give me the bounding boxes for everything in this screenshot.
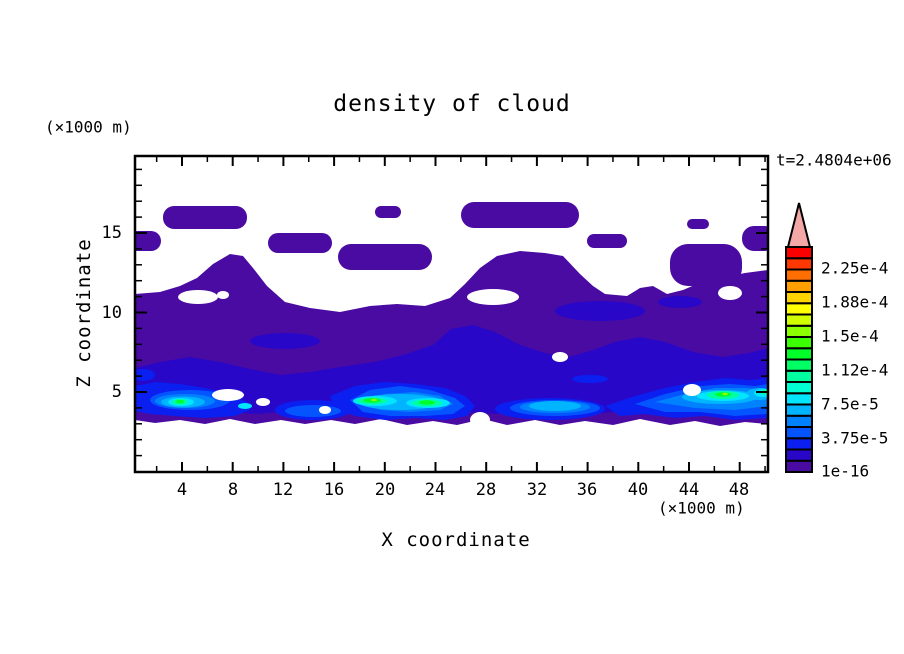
colorbar — [785, 202, 813, 473]
x-tick-label: 4 — [176, 480, 188, 500]
colorbar-box — [785, 336, 813, 350]
colorbar-box — [785, 437, 813, 451]
colorbar-box — [785, 414, 813, 428]
x-tick-label: 12 — [272, 480, 294, 500]
colorbar-box — [785, 257, 813, 271]
y-axis-title: Z coordinate — [73, 238, 95, 388]
contour-level-12 — [371, 392, 728, 402]
colorbar-box — [785, 358, 813, 372]
colorbar-box — [785, 347, 813, 361]
time-annotation: t=2.4804e+06 — [776, 150, 892, 170]
x-tick-label: 48 — [728, 480, 750, 500]
colorbar-label: 1.12e-4 — [821, 360, 889, 380]
x-tick-label: 20 — [374, 480, 396, 500]
colorbar-box — [785, 313, 813, 327]
colorbar-box — [785, 459, 813, 473]
x-tick-label: 16 — [323, 480, 345, 500]
colorbar-label: 3.75e-5 — [821, 428, 889, 448]
x-tick-label: 24 — [424, 480, 446, 500]
colorbar-box — [785, 246, 813, 260]
colorbar-box — [785, 369, 813, 383]
colorbar-label: 7.5e-5 — [821, 394, 879, 414]
y-tick-label: 5 — [111, 382, 122, 402]
contour-level-2 — [135, 296, 768, 416]
plot-frame — [133, 154, 770, 474]
contour-field — [135, 202, 768, 428]
x-tick-label: 28 — [475, 480, 497, 500]
x-tick-label: 36 — [576, 480, 598, 500]
clear-air-holes-lower — [212, 352, 701, 428]
x-axis-units-label: (×1000 m) — [658, 498, 745, 518]
colorbar-box — [785, 392, 813, 406]
colorbar-label: 1.5e-4 — [821, 326, 879, 346]
colorbar-box — [785, 381, 813, 395]
x-tick-label: 44 — [678, 480, 700, 500]
y-axis-units-label: (×1000 m) — [45, 117, 132, 137]
x-tick-label: 40 — [627, 480, 649, 500]
colorbar-box — [785, 448, 813, 462]
y-tick-label: 10 — [101, 303, 122, 323]
page-title: density of cloud — [333, 91, 571, 117]
x-tick-label: 8 — [227, 480, 239, 500]
colorbar-label: 1e-16 — [821, 461, 870, 481]
colorbar-box — [785, 279, 813, 293]
colorbar-box — [785, 291, 813, 305]
colorbar-overflow-arrow — [786, 202, 812, 248]
colorbar-box — [785, 268, 813, 282]
colorbar-box — [785, 302, 813, 316]
colorbar-box — [785, 403, 813, 417]
y-tick-label: 15 — [101, 223, 122, 243]
colorbar-label: 1.88e-4 — [821, 292, 889, 312]
colorbar-label: 2.25e-4 — [821, 258, 889, 278]
colorbar-box — [785, 426, 813, 440]
x-axis-title: X coordinate — [381, 529, 531, 551]
colorbar-box — [785, 324, 813, 338]
x-tick-label: 32 — [526, 480, 548, 500]
